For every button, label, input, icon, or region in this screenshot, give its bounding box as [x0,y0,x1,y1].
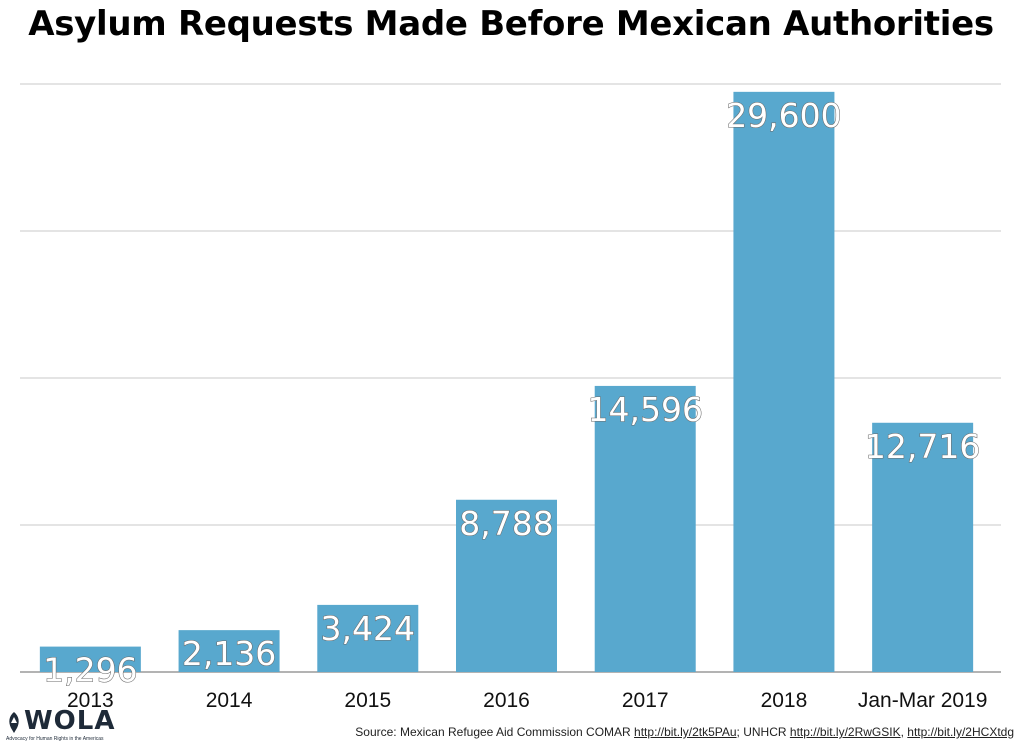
source-link-unhcr-1[interactable]: http://bit.ly/2RwGSIK [789,725,901,739]
bar [872,422,974,672]
x-axis-tick-labels: 2013 2014 2015 2016 2017 2018 Jan-Mar 2019 [67,689,987,712]
x-tick-label: Jan-Mar 2019 [858,689,988,712]
bar [594,385,696,672]
x-tick-label: 2016 [483,689,530,712]
bar-value-label: 2,136 [182,634,276,673]
gridlines [20,83,1001,673]
bar-value-labels: 1,296 2,136 3,424 8,788 14,596 29,600 12,716 [43,95,981,690]
bar [317,604,419,672]
chart-title: Asylum Requests Made Before Mexican Auth… [28,4,994,44]
source-prefix: Source: Mexican Refugee Aid Commission C… [355,725,635,739]
bars [39,91,974,673]
source-note: Source: Mexican Refugee Aid Commission C… [355,725,1014,739]
source-sep: , [900,725,908,739]
wola-logo: WOLA Advocacy for Human Rights in the Am… [6,706,114,748]
source-link-comar[interactable]: http://bit.ly/2tk5PAu [634,725,737,739]
bar [456,499,557,672]
bar-value-label: 3,424 [321,609,415,648]
bar-value-label: 29,600 [726,96,841,135]
bar [178,630,280,672]
bar [39,646,141,672]
x-tick-label: 2014 [206,689,253,712]
bar-value-label: 14,596 [587,390,702,429]
wola-bird-icon [9,712,19,733]
bar-value-label: 8,788 [459,504,553,543]
x-tick-label: 2015 [344,689,391,712]
bar-value-label: 12,716 [865,427,980,466]
logo-text: WOLA [24,706,116,736]
source-link-unhcr-2[interactable]: http://bit.ly/2HCXtdg [907,725,1014,739]
x-tick-label: 2013 [67,689,114,712]
bar-value-label: 1,296 [43,651,137,690]
source-mid: ; UNHCR [736,725,790,739]
bar [733,91,835,673]
logo-tagline: Advocacy for Human Rights in the America… [6,736,104,742]
x-tick-label: 2018 [761,689,808,712]
x-tick-label: 2017 [622,689,669,712]
